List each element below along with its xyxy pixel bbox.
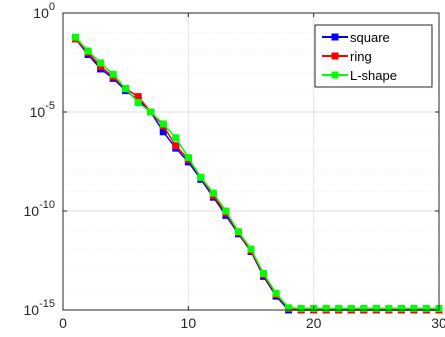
data-point	[147, 108, 155, 116]
data-point	[422, 304, 430, 312]
data-point	[372, 304, 380, 312]
y-tick-label-base: 10	[24, 302, 40, 318]
series-l-shape	[72, 33, 443, 312]
data-point	[122, 85, 130, 93]
legend-swatch-marker	[331, 71, 339, 79]
data-point	[335, 304, 343, 312]
data-point	[234, 228, 242, 236]
y-tick-label-exponent: -5	[45, 100, 55, 112]
data-point	[172, 142, 180, 150]
data-point	[72, 33, 80, 41]
y-tick-label: 10-10	[24, 199, 55, 219]
data-point	[84, 47, 92, 55]
data-point	[260, 269, 268, 277]
data-point	[172, 134, 180, 142]
data-point	[209, 189, 217, 197]
y-tick-label-base: 10	[24, 203, 40, 219]
y-tick-label-base: 10	[30, 104, 46, 120]
data-point	[297, 304, 305, 312]
legend-label: L-shape	[350, 68, 397, 83]
legend-swatch-marker	[331, 52, 339, 60]
data-point	[197, 173, 205, 181]
data-point	[272, 289, 280, 297]
legend-entry: L-shape	[322, 68, 397, 83]
series-group	[72, 33, 443, 314]
y-tick-label-exponent: -15	[39, 298, 55, 310]
data-point	[109, 70, 117, 78]
y-tick-label: 100	[33, 1, 55, 21]
data-point	[159, 120, 167, 128]
data-point	[285, 304, 293, 312]
data-point	[134, 93, 142, 101]
legend-label: square	[350, 30, 390, 45]
y-tick-label-exponent: 0	[49, 1, 55, 13]
data-point	[397, 304, 405, 312]
legend-swatch-marker	[331, 33, 339, 41]
y-tick-label-exponent: -10	[39, 199, 55, 211]
legend-entry: ring	[322, 49, 372, 64]
data-point	[410, 304, 418, 312]
data-point	[347, 304, 355, 312]
data-point	[385, 304, 393, 312]
y-tick-label: 10-15	[24, 298, 55, 318]
legend-entry: square	[322, 30, 390, 45]
plot-frame	[62, 12, 440, 311]
data-point	[134, 99, 142, 107]
data-point	[247, 245, 255, 253]
data-point	[97, 59, 105, 67]
y-tick-label: 10-5	[30, 100, 55, 120]
legend: square ring L-shape	[314, 24, 433, 88]
data-point	[322, 304, 330, 312]
data-point	[222, 207, 230, 215]
x-tick-label: 30	[431, 315, 445, 331]
legend-label: ring	[350, 49, 372, 64]
grid	[63, 13, 439, 310]
x-tick-label: 10	[181, 315, 197, 331]
data-point	[360, 304, 368, 312]
x-tick-label: 20	[306, 315, 322, 331]
x-tick-label: 0	[59, 315, 67, 331]
data-point	[184, 154, 192, 162]
y-tick-label-base: 10	[33, 5, 49, 21]
